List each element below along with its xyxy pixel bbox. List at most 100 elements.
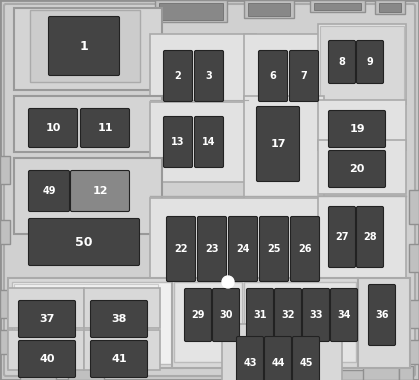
Circle shape [222, 276, 234, 288]
Text: 13: 13 [171, 137, 185, 147]
FancyBboxPatch shape [256, 106, 300, 182]
Bar [336, 370, 372, 380]
Bar [14, 96, 162, 152]
FancyBboxPatch shape [28, 171, 70, 212]
FancyBboxPatch shape [328, 206, 355, 268]
Bar [222, 324, 342, 380]
Bar [399, 366, 413, 380]
Text: 10: 10 [45, 123, 61, 133]
FancyBboxPatch shape [264, 337, 292, 380]
Bar [0, 330, 10, 354]
FancyBboxPatch shape [328, 111, 385, 147]
Text: 6: 6 [269, 71, 277, 81]
FancyBboxPatch shape [70, 171, 129, 212]
Text: 38: 38 [111, 314, 127, 324]
Bar [8, 330, 84, 370]
FancyBboxPatch shape [28, 218, 140, 266]
FancyBboxPatch shape [228, 217, 258, 282]
Text: 28: 28 [363, 232, 377, 242]
FancyBboxPatch shape [194, 117, 223, 168]
Bar [409, 190, 419, 224]
Text: 44: 44 [271, 358, 285, 368]
FancyBboxPatch shape [91, 340, 147, 377]
Text: 31: 31 [253, 310, 267, 320]
Text: 11: 11 [97, 123, 113, 133]
Bar [84, 288, 160, 328]
FancyBboxPatch shape [212, 288, 240, 342]
Bar [409, 300, 419, 328]
FancyBboxPatch shape [368, 285, 396, 345]
FancyBboxPatch shape [328, 150, 385, 187]
Text: 20: 20 [349, 164, 365, 174]
FancyBboxPatch shape [290, 51, 318, 101]
Text: 33: 33 [309, 310, 323, 320]
Text: 36: 36 [375, 310, 389, 320]
Text: 29: 29 [191, 310, 205, 320]
Text: 32: 32 [281, 310, 295, 320]
Text: 40: 40 [39, 354, 55, 364]
Bar [0, 156, 10, 184]
FancyBboxPatch shape [194, 51, 223, 101]
Text: 24: 24 [236, 244, 250, 254]
Bar [375, 0, 405, 14]
Bar [244, 34, 340, 114]
Bar [172, 278, 358, 368]
Text: 26: 26 [298, 244, 312, 254]
Text: 1: 1 [80, 40, 88, 52]
Bar [318, 140, 406, 194]
Text: 9: 9 [367, 57, 373, 67]
Text: 22: 22 [174, 244, 188, 254]
FancyBboxPatch shape [259, 51, 287, 101]
Text: 45: 45 [299, 358, 313, 368]
Bar [14, 284, 158, 344]
Bar [150, 198, 342, 296]
Bar [68, 366, 104, 380]
FancyBboxPatch shape [49, 16, 119, 76]
Bar [314, 3, 361, 10]
Bar [244, 96, 324, 204]
FancyBboxPatch shape [18, 340, 75, 377]
Bar [248, 3, 290, 16]
Bar [8, 278, 182, 368]
FancyBboxPatch shape [163, 117, 192, 168]
FancyBboxPatch shape [246, 288, 274, 342]
FancyBboxPatch shape [357, 41, 383, 84]
Bar [0, 290, 10, 318]
FancyBboxPatch shape [331, 288, 357, 342]
FancyBboxPatch shape [274, 288, 302, 342]
Bar [244, 0, 294, 18]
Bar [150, 102, 256, 182]
Bar [14, 8, 162, 90]
Bar [14, 158, 162, 234]
Text: 30: 30 [219, 310, 233, 320]
FancyBboxPatch shape [328, 41, 355, 84]
Text: 23: 23 [205, 244, 219, 254]
Text: 19: 19 [349, 124, 365, 134]
FancyBboxPatch shape [259, 217, 289, 282]
Text: 8: 8 [339, 57, 345, 67]
FancyBboxPatch shape [18, 301, 75, 337]
Bar [244, 282, 356, 362]
FancyBboxPatch shape [166, 217, 196, 282]
FancyBboxPatch shape [303, 288, 329, 342]
Bar [12, 282, 174, 364]
FancyBboxPatch shape [197, 217, 227, 282]
Bar [310, 0, 365, 12]
Bar [155, 0, 227, 22]
Bar [358, 278, 410, 368]
Bar [174, 282, 242, 362]
Bar [318, 100, 406, 150]
Bar [409, 340, 419, 364]
Bar [20, 366, 56, 380]
Bar [150, 34, 256, 114]
Text: 25: 25 [267, 244, 281, 254]
Text: 7: 7 [300, 71, 308, 81]
FancyBboxPatch shape [163, 51, 192, 101]
Bar [30, 10, 140, 82]
Text: 14: 14 [202, 137, 216, 147]
FancyBboxPatch shape [290, 217, 320, 282]
FancyBboxPatch shape [357, 206, 383, 268]
Bar [409, 244, 419, 272]
FancyBboxPatch shape [91, 301, 147, 337]
FancyBboxPatch shape [236, 337, 264, 380]
